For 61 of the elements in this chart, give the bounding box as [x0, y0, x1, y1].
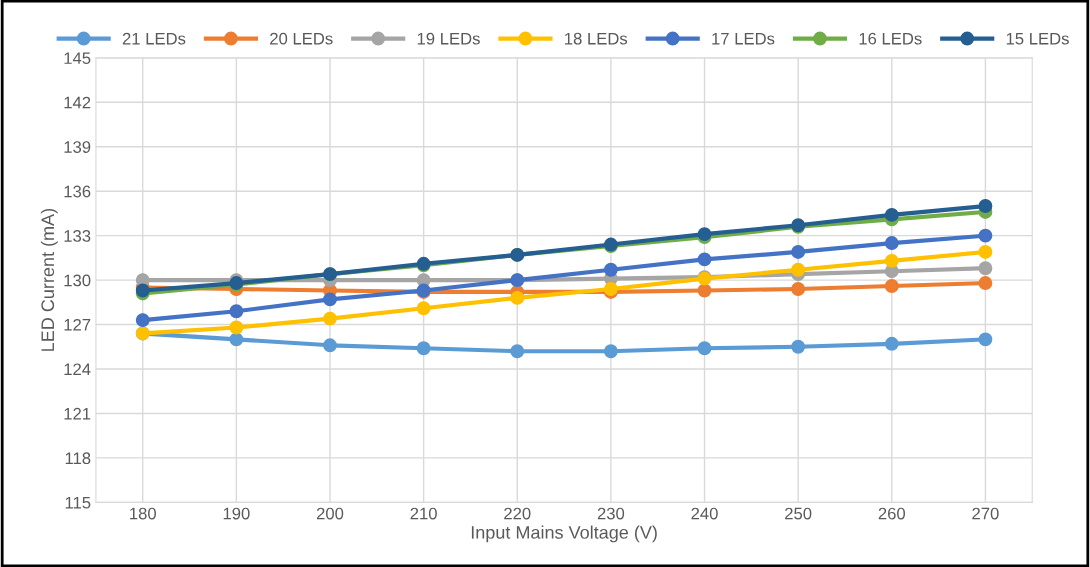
point [603, 262, 618, 277]
point [978, 244, 993, 259]
legend-label: 21 LEDs [122, 32, 186, 45]
point [791, 244, 806, 259]
point [884, 336, 899, 351]
y-tick-label: 124 [64, 363, 91, 376]
point [603, 344, 618, 359]
point [510, 344, 525, 359]
legend-label: 19 LEDs [417, 32, 480, 45]
legend-label: 15 LEDs [1006, 32, 1069, 45]
x-axis-title: Input Mains Voltage (V) [471, 525, 657, 543]
x-tick-label: 200 [316, 507, 344, 520]
point [978, 228, 993, 243]
point [135, 313, 150, 328]
x-tick-label: 270 [972, 507, 999, 520]
y-tick-label: 136 [64, 185, 91, 198]
legend-label: 18 LEDs [565, 32, 628, 45]
point [791, 262, 806, 277]
point [323, 292, 337, 307]
y-axis-title: LED Current (mA) [40, 208, 58, 351]
y-tick-label: 130 [64, 274, 91, 287]
point [978, 332, 993, 347]
point [884, 253, 899, 268]
y-tick-label: 121 [64, 407, 91, 420]
point [697, 283, 712, 298]
point [697, 252, 712, 267]
point [323, 311, 337, 326]
point [510, 290, 525, 305]
point [416, 341, 431, 356]
point [884, 236, 899, 250]
point [978, 199, 993, 213]
x-tick-label: 260 [878, 507, 906, 520]
legend-label: 16 LEDs [859, 32, 922, 45]
y-tick-label: 115 [65, 496, 91, 509]
x-tick-label: 220 [504, 507, 531, 520]
point [229, 332, 244, 347]
y-tick-label: 118 [65, 452, 91, 465]
point [884, 207, 899, 222]
point [978, 261, 993, 276]
point [884, 279, 899, 293]
x-tick-label: 230 [597, 507, 625, 520]
point [229, 304, 244, 319]
y-tick-label: 145 [64, 52, 91, 65]
x-tick-label: 180 [130, 507, 156, 520]
x-tick-label: 250 [785, 507, 812, 520]
legend-label: 20 LEDs [270, 32, 333, 45]
point [978, 276, 993, 291]
point [323, 338, 337, 353]
y-tick-label: 139 [64, 141, 91, 153]
x-tick-label: 240 [691, 507, 718, 520]
point [229, 320, 244, 335]
point [416, 301, 431, 316]
legend-label: 17 LEDs [712, 32, 775, 45]
point [697, 341, 712, 356]
y-tick-label: 142 [64, 96, 91, 109]
y-tick-label: 127 [64, 318, 91, 331]
point [791, 282, 806, 296]
x-tick-label: 210 [410, 507, 437, 520]
x-tick-label: 190 [223, 507, 250, 520]
point [791, 339, 806, 354]
y-tick-label: 133 [64, 230, 91, 242]
